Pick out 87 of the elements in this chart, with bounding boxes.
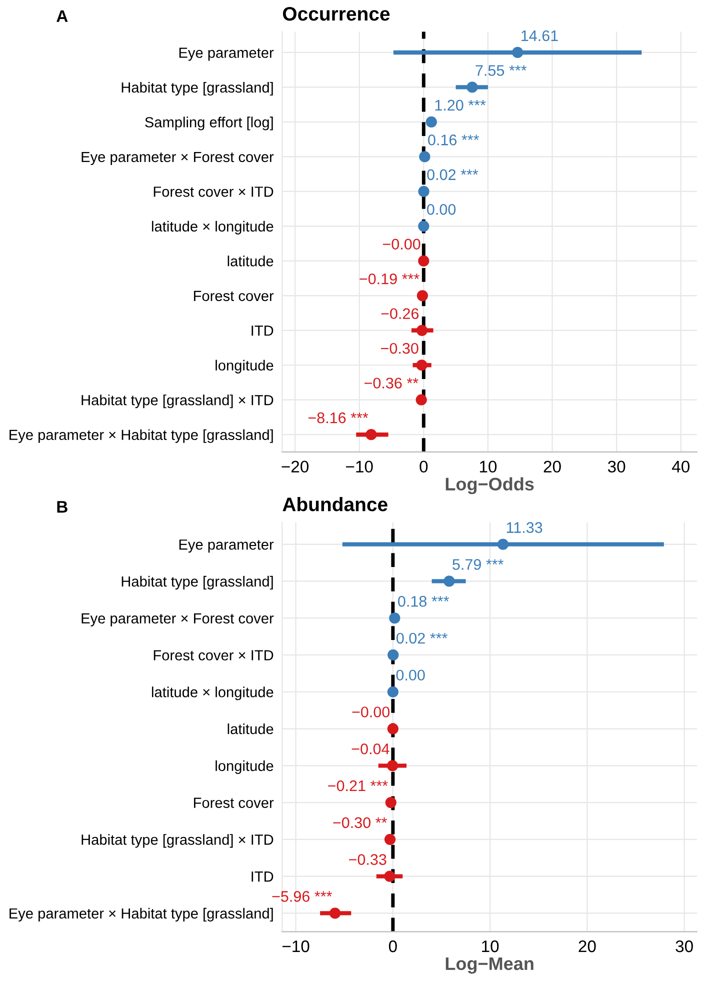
point <box>426 116 437 128</box>
y-tick-label: Forest cover × ITD <box>154 650 274 660</box>
data-label: −0.36 ** <box>364 378 418 389</box>
x-axis-title: Log−Mean <box>446 957 534 974</box>
point <box>416 290 428 302</box>
point <box>444 576 455 587</box>
data-label: 5.79 *** <box>452 559 504 570</box>
data-label: 11.33 <box>506 522 542 533</box>
x-tick-label: 30 <box>676 940 693 952</box>
data-label: 0.18 *** <box>398 596 450 607</box>
point <box>387 686 398 698</box>
point <box>384 834 396 845</box>
x-tick-label: 30 <box>608 460 626 473</box>
point <box>387 723 398 734</box>
point <box>466 82 478 93</box>
point <box>385 796 396 808</box>
y-tick-label: Habitat type [grassland] <box>122 82 273 96</box>
data-label: −8.16 *** <box>308 412 368 424</box>
point <box>384 870 396 882</box>
data-label: 0.00 <box>396 670 425 681</box>
chart-title: Occurrence <box>282 6 390 21</box>
data-label: −5.96 *** <box>272 891 332 902</box>
data-label: −0.33 <box>349 854 386 865</box>
y-tick-label: latitude <box>228 723 274 734</box>
y-tick-label: Habitat type [grassland] <box>122 576 273 590</box>
x-tick-label: −10 <box>346 460 373 473</box>
x-tick-label: 20 <box>544 460 561 473</box>
x-tick-label: −10 <box>282 940 310 952</box>
data-label: −0.00 <box>382 238 420 250</box>
y-tick-label: Eye parameter × Forest cover <box>82 152 274 166</box>
point <box>416 394 427 406</box>
x-tick-label: 10 <box>482 940 499 952</box>
y-tick-label: longitude <box>216 760 274 774</box>
y-tick-label: Eye parameter × Habitat type [grassland] <box>10 908 273 922</box>
y-tick-label: Eye parameter × Forest cover <box>82 613 274 626</box>
data-label: 0.02 *** <box>396 632 448 644</box>
y-tick-label: Eye parameter × Habitat type [grassland] <box>10 429 273 443</box>
point <box>329 908 341 919</box>
x-tick-label: −20 <box>282 460 309 473</box>
data-label: −0.30 ** <box>333 817 387 828</box>
text: A <box>56 10 68 22</box>
x-tick-label: 0 <box>388 940 397 952</box>
point <box>497 538 509 550</box>
x-tick-label: 40 <box>672 460 690 473</box>
y-tick-label: latitude <box>228 256 274 266</box>
point <box>418 186 430 197</box>
x-axis-title: Log−Odds <box>446 477 534 494</box>
point <box>416 324 428 336</box>
y-tick-label: Eye parameter <box>179 540 274 553</box>
point <box>419 151 430 162</box>
data-label: −0.19 *** <box>360 273 420 284</box>
data-label: 0.02 *** <box>427 169 478 180</box>
chart-title: Abundance <box>282 496 388 512</box>
data-label: 0.00 <box>427 204 456 215</box>
y-tick-label: Forest cover × ITD <box>154 186 274 197</box>
point <box>388 649 399 661</box>
y-tick-label: ITD <box>252 872 274 882</box>
y-tick-label: longitude <box>216 360 274 374</box>
y-tick-label: Eye parameter <box>179 48 274 61</box>
point <box>512 46 524 58</box>
y-tick-label: latitude × longitude <box>152 220 274 234</box>
point <box>389 612 400 624</box>
point <box>386 760 398 772</box>
data-label: 0.16 *** <box>428 134 480 146</box>
point <box>366 429 377 440</box>
x-tick-label: 20 <box>578 940 596 952</box>
point <box>418 220 430 232</box>
data-label: −0.00 <box>352 706 390 718</box>
y-tick-label: Forest cover <box>194 798 274 808</box>
data-label: −0.21 *** <box>328 780 388 792</box>
y-tick-label: Habitat type [grassland] × ITD <box>82 834 274 848</box>
text: B <box>57 501 68 513</box>
y-tick-label: Forest cover <box>194 290 274 302</box>
y-tick-label: latitude × longitude <box>152 686 274 700</box>
data-label: −0.26 <box>381 308 419 320</box>
data-label: 14.61 <box>522 30 558 42</box>
data-label: 1.20 *** <box>435 100 486 111</box>
y-tick-label: ITD <box>252 326 274 336</box>
x-tick-label: 10 <box>480 460 497 473</box>
data-label: −0.04 <box>352 743 390 754</box>
data-label: 7.55 *** <box>476 65 527 76</box>
y-tick-label: Habitat type [grassland] × ITD <box>82 394 274 408</box>
data-label: −0.30 <box>381 342 418 354</box>
point <box>418 255 430 266</box>
y-tick-label: Sampling effort [log] <box>145 116 273 130</box>
point <box>416 360 428 371</box>
x-tick-label: 0 <box>420 460 428 473</box>
